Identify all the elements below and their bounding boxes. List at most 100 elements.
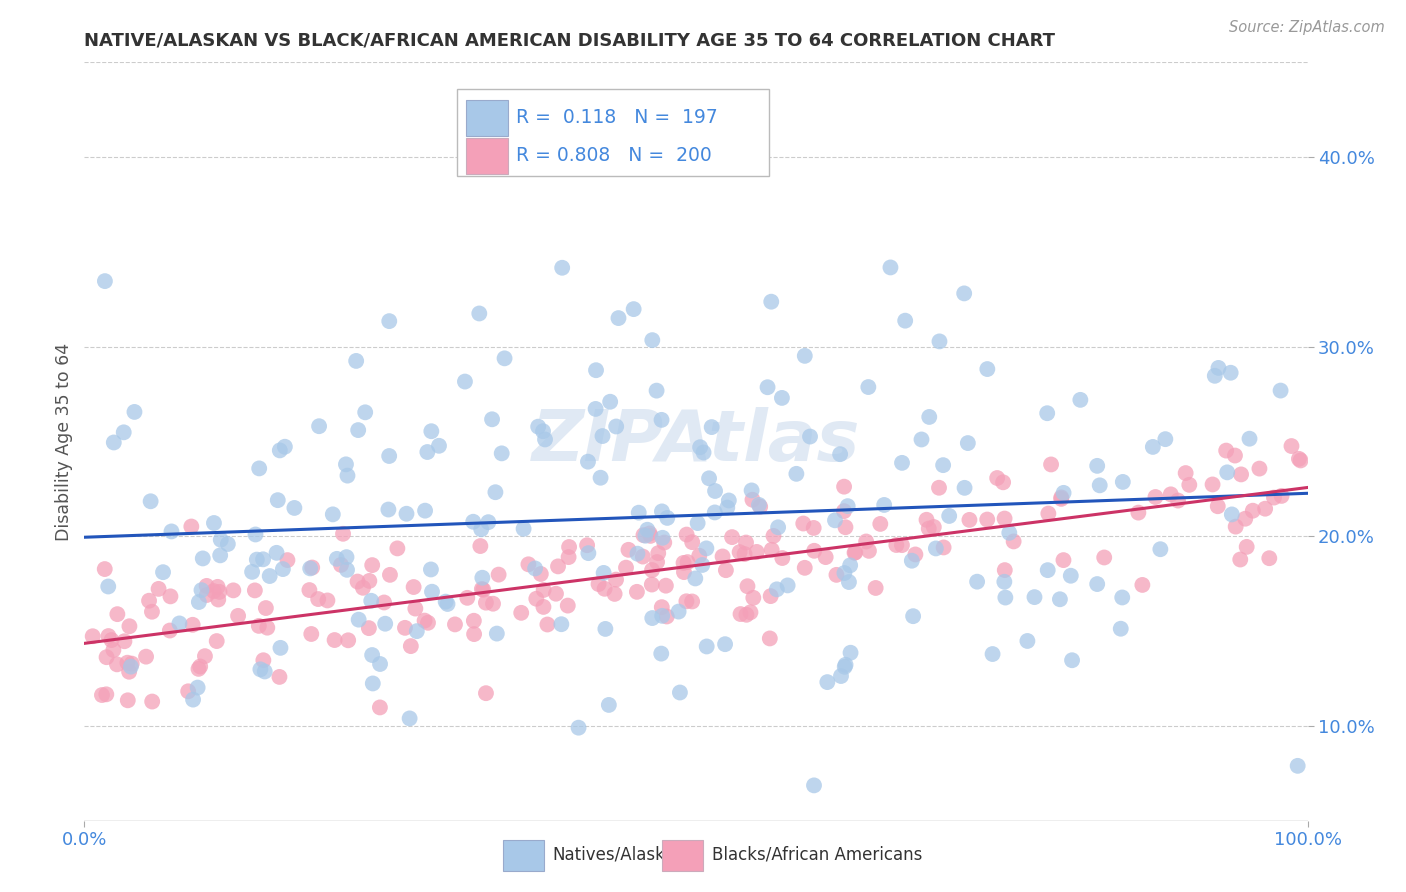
Point [352,581,374,595]
Point [245,527,267,541]
Point [471,571,494,585]
Point [187,681,209,695]
Point [1060,653,1083,667]
Point [766,520,789,534]
Point [956,436,979,450]
Point [195,579,218,593]
Point [494,351,516,366]
Point [1288,451,1310,466]
Point [711,549,734,564]
Point [1112,475,1135,489]
Point [387,541,409,556]
Point [299,561,322,575]
Point [742,591,765,605]
Point [1036,406,1059,420]
Point [1289,453,1312,467]
Point [468,306,491,320]
Point [551,260,574,275]
Point [1225,519,1247,533]
Point [692,445,714,459]
Point [139,494,162,508]
Point [271,562,294,576]
Point [1204,368,1226,383]
FancyBboxPatch shape [465,100,508,136]
Point [830,669,852,683]
Point [1236,540,1258,554]
Point [405,624,427,639]
Point [1219,366,1241,380]
Point [1128,506,1150,520]
Point [641,611,664,625]
Point [274,440,297,454]
Point [160,524,183,539]
Point [735,535,758,549]
Point [894,313,917,327]
Point [824,513,846,527]
Point [477,515,499,529]
Point [471,582,494,596]
Point [681,594,703,608]
Point [444,617,467,632]
Point [283,500,305,515]
Point [226,608,249,623]
Point [761,542,783,557]
Point [1263,491,1285,505]
Text: R =  0.118   N =  197: R = 0.118 N = 197 [516,108,718,128]
Point [141,694,163,708]
Point [636,523,658,537]
Point [641,577,664,591]
Point [650,647,672,661]
Point [246,552,269,566]
Point [434,594,457,608]
Point [1002,534,1025,549]
Point [1239,432,1261,446]
Point [651,608,673,623]
Point [524,591,547,606]
Point [879,260,901,275]
Point [589,471,612,485]
Point [491,446,513,460]
Point [837,499,859,513]
Point [834,566,856,580]
Point [966,574,988,589]
Point [247,619,270,633]
Point [681,535,703,549]
Point [360,594,382,608]
Point [792,516,814,531]
Point [634,529,657,543]
Point [517,558,540,572]
Point [858,544,880,558]
Point [770,391,793,405]
Point [844,545,866,559]
Point [208,585,231,599]
Point [588,577,610,591]
Point [207,580,229,594]
Point [550,617,572,632]
Point [690,558,713,572]
Point [169,616,191,631]
Point [672,556,695,570]
Point [741,492,763,507]
Point [1052,486,1074,500]
Point [485,626,508,640]
Point [814,550,837,565]
Point [998,525,1021,540]
Text: Natives/Alaskans: Natives/Alaskans [553,846,695,863]
Point [105,657,128,672]
Point [839,558,862,573]
Point [803,778,825,792]
Point [685,571,707,585]
Point [993,574,1015,589]
Point [585,363,607,377]
Point [730,607,752,621]
Point [419,562,441,576]
Point [299,627,322,641]
Point [190,583,212,598]
Point [510,606,533,620]
Point [696,640,718,654]
Point [1060,568,1083,582]
Point [96,687,118,701]
Point [598,698,620,712]
Point [865,581,887,595]
Point [301,560,323,574]
